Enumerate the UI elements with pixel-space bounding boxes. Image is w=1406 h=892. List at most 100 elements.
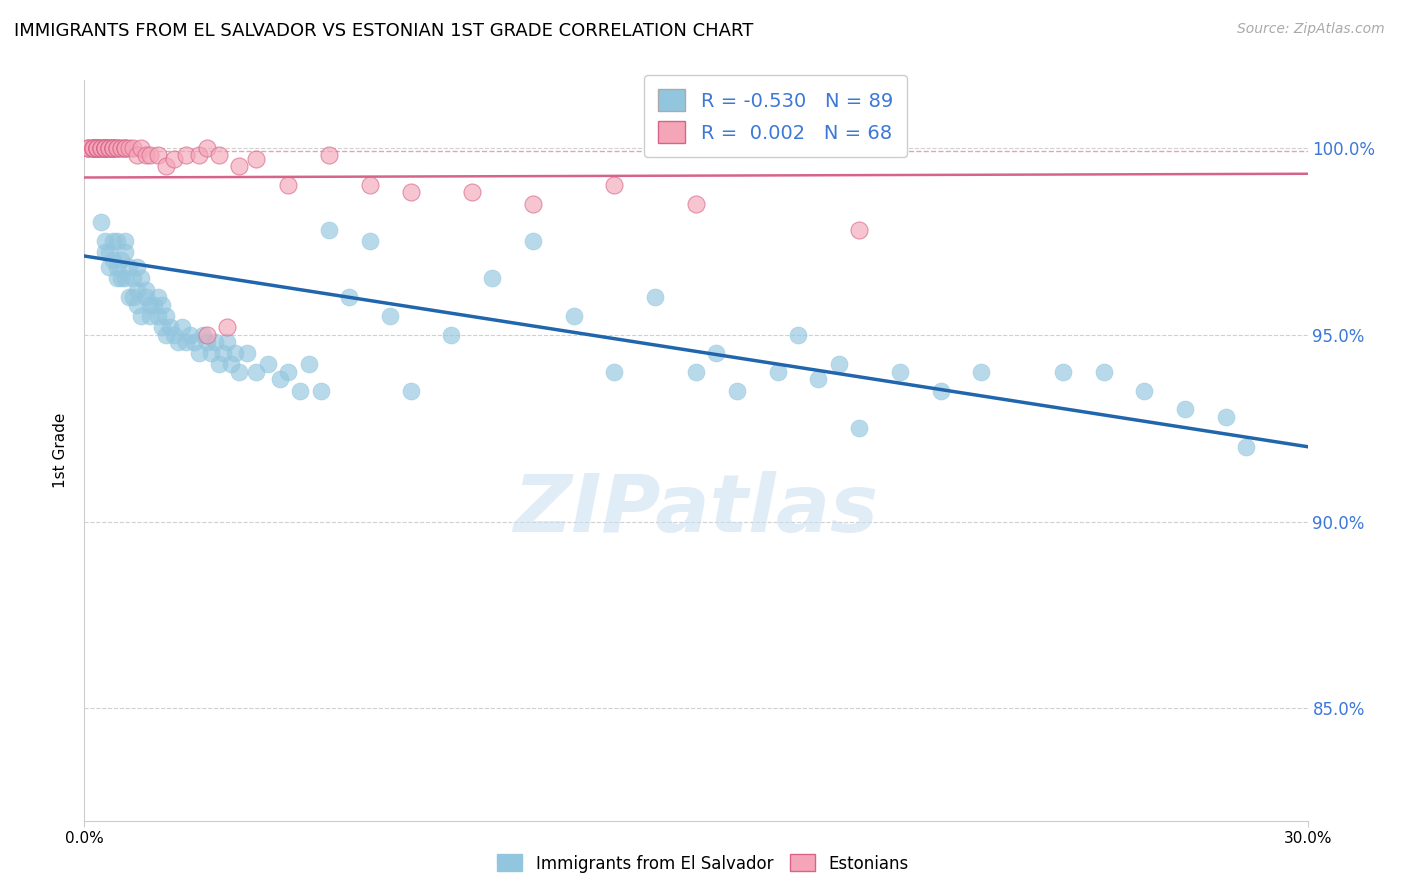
Point [138, 298, 160, 312]
Point [127, 148, 149, 162]
Point [257, 358, 280, 372]
Text: IMMIGRANTS FROM EL SALVADOR VS ESTONIAN 1ST GRADE CORRELATION CHART: IMMIGRANTS FROM EL SALVADOR VS ESTONIAN … [14, 22, 754, 40]
Point [114, 234, 136, 248]
Point [97, 245, 120, 260]
Point [1052, 365, 1074, 379]
Point [208, 358, 231, 372]
Point [82, 140, 104, 154]
Point [1236, 440, 1258, 454]
Point [101, 140, 124, 154]
Point [309, 384, 332, 398]
Point [131, 309, 153, 323]
Point [105, 271, 128, 285]
Point [122, 290, 145, 304]
Point [77, 140, 100, 154]
Point [118, 140, 141, 154]
Point [461, 186, 484, 200]
Point [110, 140, 132, 154]
Point [142, 298, 165, 312]
Point [224, 346, 246, 360]
Point [787, 327, 810, 342]
Point [82, 140, 104, 154]
Point [318, 148, 340, 162]
Point [146, 309, 169, 323]
Point [172, 320, 194, 334]
Point [82, 140, 104, 154]
Point [135, 283, 157, 297]
Point [318, 223, 340, 237]
Point [204, 334, 226, 349]
Point [277, 365, 299, 379]
Text: ZIPatlas: ZIPatlas [513, 471, 879, 549]
Point [146, 148, 169, 162]
Point [562, 309, 585, 323]
Point [118, 260, 141, 275]
Legend: Immigrants from El Salvador, Estonians: Immigrants from El Salvador, Estonians [491, 847, 915, 880]
Point [163, 327, 186, 342]
Point [155, 327, 177, 342]
Point [277, 178, 299, 192]
Point [183, 334, 205, 349]
Point [110, 140, 132, 154]
Point [155, 159, 177, 173]
Point [195, 334, 218, 349]
Point [644, 290, 666, 304]
Point [114, 140, 136, 154]
Point [217, 320, 239, 334]
Point [86, 140, 108, 154]
Point [146, 290, 169, 304]
Point [706, 346, 728, 360]
Point [359, 234, 381, 248]
Point [219, 358, 242, 372]
Point [889, 365, 911, 379]
Point [228, 365, 250, 379]
Point [135, 148, 157, 162]
Point [90, 140, 112, 154]
Point [93, 140, 115, 154]
Point [150, 320, 173, 334]
Point [127, 283, 149, 297]
Point [187, 148, 209, 162]
Point [86, 140, 108, 154]
Point [93, 140, 115, 154]
Text: Source: ZipAtlas.com: Source: ZipAtlas.com [1237, 22, 1385, 37]
Point [807, 372, 830, 386]
Point [159, 320, 181, 334]
Point [110, 271, 132, 285]
Point [101, 140, 124, 154]
Point [86, 140, 108, 154]
Point [131, 271, 153, 285]
Point [114, 271, 136, 285]
Point [93, 140, 115, 154]
Point [101, 252, 124, 267]
Point [1133, 384, 1156, 398]
Point [105, 234, 128, 248]
Point [725, 384, 748, 398]
Point [93, 140, 115, 154]
Point [1174, 402, 1197, 417]
Point [122, 140, 145, 154]
Point [187, 346, 209, 360]
Point [97, 140, 120, 154]
Point [97, 140, 120, 154]
Point [522, 234, 544, 248]
Point [603, 365, 626, 379]
Point [163, 152, 186, 166]
Point [90, 215, 112, 229]
Point [685, 196, 707, 211]
Point [828, 358, 851, 372]
Point [93, 140, 115, 154]
Point [399, 384, 422, 398]
Point [93, 234, 115, 248]
Point [191, 327, 214, 342]
Point [245, 152, 267, 166]
Point [269, 372, 291, 386]
Point [110, 252, 132, 267]
Point [155, 309, 177, 323]
Point [359, 178, 381, 192]
Point [122, 271, 145, 285]
Point [114, 140, 136, 154]
Point [848, 421, 870, 435]
Point [195, 140, 218, 154]
Legend: R = -0.530   N = 89, R =  0.002   N = 68: R = -0.530 N = 89, R = 0.002 N = 68 [644, 75, 907, 157]
